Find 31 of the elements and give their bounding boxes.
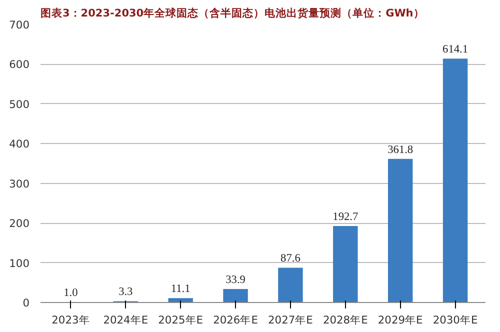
x-tick-label: 2027年E xyxy=(268,314,314,326)
data-label: 614.1 xyxy=(442,44,468,56)
x-tick-label: 2030年E xyxy=(432,314,478,326)
y-tick-label: 100 xyxy=(9,256,30,270)
data-label: 1.0 xyxy=(64,287,78,300)
x-tick-label: 2029年E xyxy=(378,314,424,326)
y-tick-label: 300 xyxy=(9,177,30,190)
x-tick-label: 2028年E xyxy=(322,314,368,326)
y-tick-label: 500 xyxy=(9,98,30,111)
data-label: 11.1 xyxy=(170,283,190,296)
bar xyxy=(333,226,358,302)
y-tick-label: 600 xyxy=(9,58,30,72)
y-tick-label: 400 xyxy=(9,138,30,151)
x-tick-label: 2026年E xyxy=(213,314,258,326)
x-tick-label: 2023年 xyxy=(52,314,90,326)
data-label: 192.7 xyxy=(332,210,358,223)
y-tick-label: 0 xyxy=(22,296,30,310)
chart-title: 图表3：2023-2030年全球固态（含半固态）电池出货量预测（单位：GWh） xyxy=(40,6,424,20)
bar xyxy=(442,58,468,302)
bar xyxy=(168,298,193,302)
bar xyxy=(388,158,413,302)
data-label: 33.9 xyxy=(226,274,246,286)
data-label: 87.6 xyxy=(280,252,301,265)
x-tick-label: 2025年E xyxy=(158,314,204,326)
data-label: 361.8 xyxy=(388,144,414,156)
data-label: 3.3 xyxy=(118,286,134,298)
y-tick-label: 200 xyxy=(9,217,30,230)
x-tick-label: 2024年E xyxy=(103,314,148,326)
y-tick-label: 700 xyxy=(9,18,30,32)
bar xyxy=(278,268,303,302)
bar xyxy=(223,289,248,302)
